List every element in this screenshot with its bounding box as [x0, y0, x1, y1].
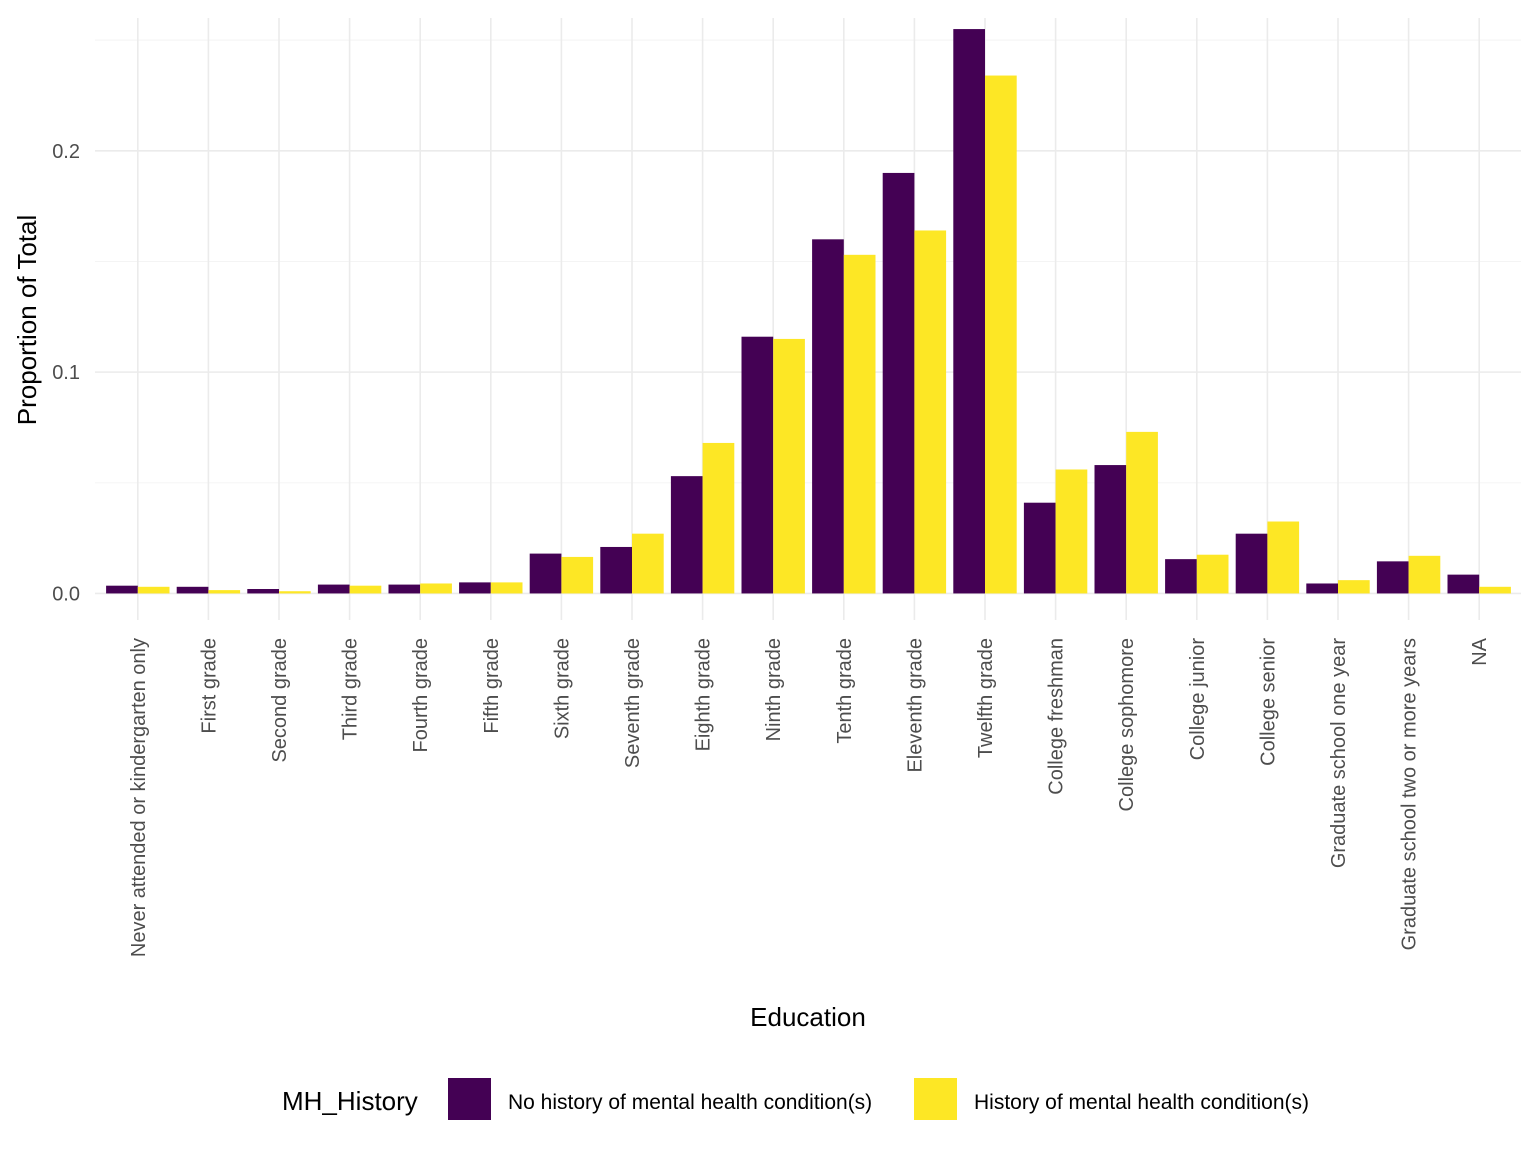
bar-history — [1196, 554, 1229, 594]
bar-history — [1338, 580, 1370, 594]
y-tick-label: 0.0 — [52, 583, 80, 605]
bar-no-history — [247, 589, 279, 594]
legend-swatch-no-history — [448, 1078, 491, 1120]
bar-history — [1126, 431, 1158, 594]
bar-no-history — [600, 546, 632, 594]
bar-no-history — [1165, 559, 1197, 594]
x-tick-label: Fourth grade — [410, 638, 432, 753]
bar-no-history — [1094, 465, 1127, 594]
legend-swatch-history — [914, 1078, 957, 1120]
x-tick-label: Seventh grade — [622, 638, 644, 768]
y-tick-label: 0.2 — [52, 141, 80, 163]
y-axis-title: Proportion of Total — [12, 215, 42, 426]
bar-no-history — [459, 582, 491, 594]
bar-history — [561, 556, 594, 594]
x-tick-label: College senior — [1257, 638, 1279, 766]
bar-no-history — [953, 29, 985, 594]
bar-history — [1408, 555, 1441, 594]
x-tick-label: Ninth grade — [763, 638, 785, 741]
x-tick-label: Second grade — [269, 638, 291, 763]
bar-no-history — [812, 239, 844, 594]
bar-history — [349, 585, 382, 594]
bar-no-history — [670, 476, 703, 594]
bar-history — [490, 582, 523, 594]
x-tick-label: Twelfth grade — [975, 638, 997, 758]
bar-history — [985, 75, 1017, 594]
x-tick-label: Fifth grade — [481, 638, 503, 734]
x-tick-label: Never attended or kindergarten only — [128, 638, 150, 957]
legend-label-history: History of mental health condition(s) — [974, 1091, 1309, 1114]
bar-no-history — [317, 584, 350, 594]
bar-no-history — [388, 584, 421, 594]
x-tick-label: NA — [1469, 637, 1491, 665]
x-tick-label: Sixth grade — [551, 638, 573, 739]
legend-label-no-history: No history of mental health condition(s) — [508, 1091, 872, 1114]
x-tick-label: Tenth grade — [834, 638, 856, 744]
bar-history — [1267, 521, 1300, 594]
bar-history — [773, 338, 805, 594]
bar-history — [843, 254, 876, 594]
bar-no-history — [176, 586, 209, 594]
x-tick-label: Third grade — [340, 638, 362, 740]
x-tick-label: Graduate school two or more years — [1399, 638, 1421, 950]
bar-no-history — [882, 172, 915, 594]
bar-history — [1479, 586, 1511, 594]
x-tick-label: College freshman — [1046, 638, 1068, 795]
bar-no-history — [741, 336, 774, 594]
bar-no-history — [529, 553, 562, 594]
x-tick-label: Eleventh grade — [904, 638, 926, 773]
x-tick-label: First grade — [198, 638, 220, 734]
bar-history — [420, 583, 452, 594]
bar-history — [914, 230, 947, 594]
legend: MH_History No history of mental health c… — [282, 1078, 1309, 1120]
y-tick-labels: 0.0 0.1 0.2 — [52, 141, 80, 606]
bar-history — [632, 533, 664, 594]
x-tick-label: Graduate school one year — [1328, 638, 1350, 868]
x-tick-labels: Never attended or kindergarten only First… — [128, 637, 1491, 957]
x-axis-title: Education — [750, 1002, 866, 1032]
legend-title: MH_History — [282, 1086, 418, 1116]
y-tick-label: 0.1 — [52, 362, 80, 384]
bar-history — [702, 442, 735, 594]
bar-no-history — [1306, 583, 1338, 594]
x-tick-label: College sophomore — [1116, 638, 1138, 811]
bar-no-history — [1376, 561, 1409, 594]
bar-no-history — [1235, 533, 1268, 594]
bar-history — [1055, 469, 1088, 594]
x-tick-label: Eighth grade — [693, 638, 715, 751]
bar-history — [137, 586, 170, 594]
x-tick-label: College junior — [1187, 638, 1209, 761]
grid-layer — [95, 18, 1521, 620]
bar-layer — [106, 29, 1511, 594]
bar-no-history — [1447, 574, 1480, 594]
bar-history — [208, 590, 241, 594]
bar-no-history — [1023, 502, 1056, 594]
bar-no-history — [106, 585, 138, 594]
bar-history — [279, 591, 311, 594]
